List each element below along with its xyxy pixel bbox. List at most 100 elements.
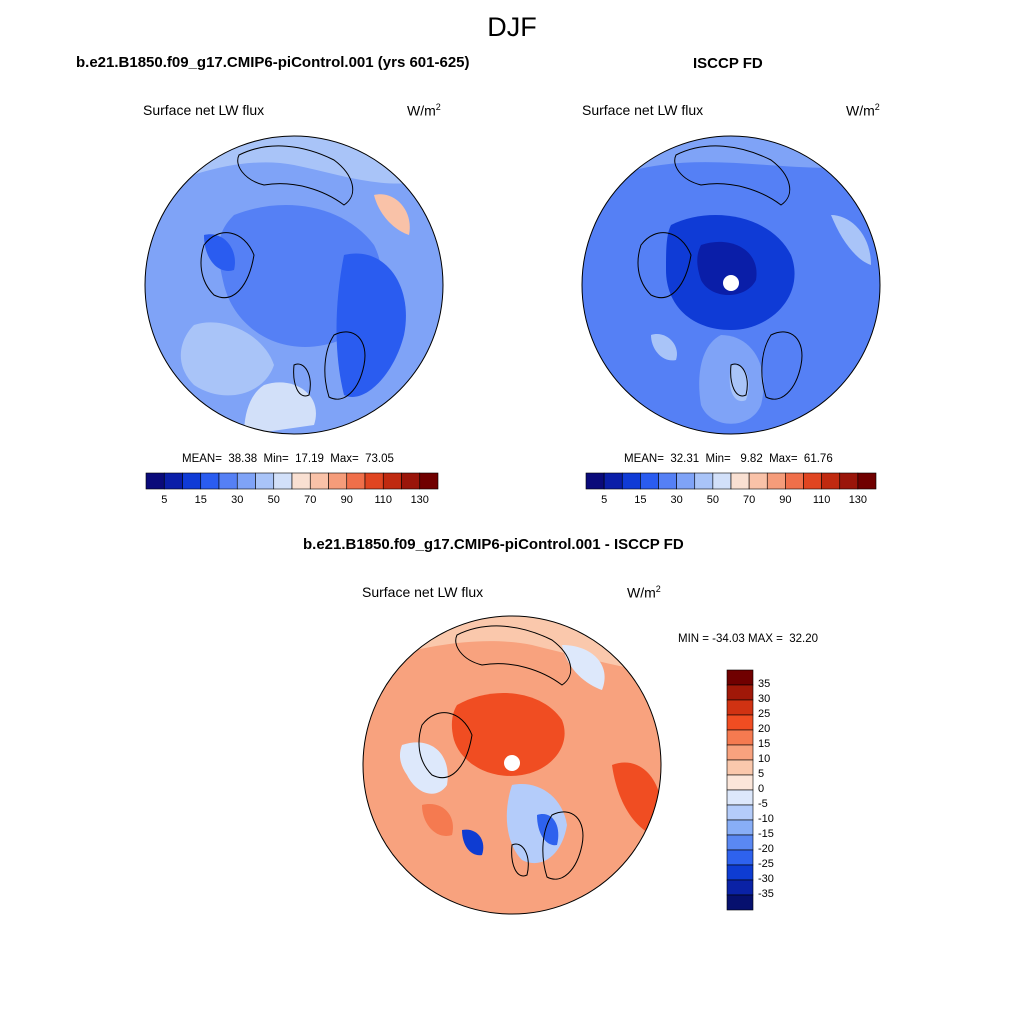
colorbar-tick-label: 90: [779, 494, 792, 506]
colorbar-tick-label: -5: [758, 798, 768, 810]
colorbar-tick-label: -30: [758, 873, 774, 885]
obs-field-region: [697, 241, 757, 295]
colorbar-swatch: [712, 472, 732, 490]
obs-colorbar: [585, 472, 877, 490]
colorbar-swatch: [163, 472, 183, 490]
colorbar-tick-label: 130: [410, 494, 429, 506]
diff-panel-title: b.e21.B1850.f09_g17.CMIP6-piControl.001 …: [303, 536, 684, 553]
figure-title: DJF: [487, 12, 537, 42]
colorbar-swatch: [726, 774, 754, 791]
colorbar-swatch: [857, 472, 877, 490]
diff-field-region: [422, 804, 453, 836]
colorbar-tick-label: 110: [374, 494, 393, 506]
obs-field-region: [729, 364, 749, 402]
colorbar-tick-label: 70: [743, 494, 756, 506]
colorbar-tick-label: -20: [758, 843, 774, 855]
colorbar-swatch: [218, 472, 238, 490]
diff-field-region: [537, 814, 559, 846]
colorbar-swatch: [621, 472, 641, 490]
colorbar-tick-label: 25: [758, 708, 771, 720]
colorbar-swatch: [726, 684, 754, 701]
model-units-label: W/m2: [407, 102, 441, 119]
model-variable-label: Surface net LW flux: [143, 102, 265, 118]
colorbar-tick-label: 5: [161, 494, 168, 506]
colorbar-swatch: [328, 472, 348, 490]
colorbar-swatch: [726, 789, 754, 806]
colorbar-swatch: [748, 472, 768, 490]
obs-pole-hole: [723, 275, 739, 291]
colorbar-tick-label: -15: [758, 828, 774, 840]
colorbar-swatch: [730, 472, 750, 490]
obs-polar-map: [581, 135, 881, 435]
colorbar-tick-label: 15: [634, 494, 647, 506]
diff-colorbar-labels: 35 30 25 20 15 10 5 0 -5 -10 -15 -20 -25 -30 -35: [758, 670, 798, 910]
obs-colorbar-labels: 5 15 30 50 70 90 110 130: [586, 494, 876, 508]
colorbar-tick-label: 110: [812, 494, 831, 506]
model-field-region: [180, 322, 274, 396]
colorbar-tick-label: 30: [670, 494, 683, 506]
colorbar-swatch: [236, 472, 256, 490]
colorbar-swatch: [200, 472, 220, 490]
colorbar-tick-label: 50: [706, 494, 719, 506]
obs-field-region: [831, 215, 871, 265]
colorbar-swatch: [145, 472, 165, 490]
colorbar-tick-label: 130: [848, 494, 868, 506]
colorbar-swatch: [640, 472, 659, 490]
diff-variable-label: Surface net LW flux: [362, 584, 484, 600]
model-panel-title: b.e21.B1850.f09_g17.CMIP6-piControl.001 …: [76, 54, 470, 71]
colorbar-tick-label: -25: [758, 858, 774, 870]
colorbar-tick-label: 15: [758, 738, 771, 750]
colorbar-swatch: [726, 669, 754, 686]
colorbar-swatch: [726, 819, 754, 836]
model-colorbar: [145, 472, 439, 490]
obs-field-region: [651, 334, 677, 361]
colorbar-swatch: [382, 472, 402, 490]
colorbar-swatch: [726, 759, 754, 776]
model-field-region: [244, 382, 316, 434]
model-map-boundary: [144, 135, 444, 435]
diff-field-region: [562, 645, 605, 690]
colorbar-swatch: [766, 472, 786, 490]
colorbar-swatch: [839, 472, 859, 490]
diff-units-label: W/m2: [627, 584, 661, 601]
colorbar-swatch: [726, 699, 754, 716]
colorbar-swatch: [726, 744, 754, 761]
colorbar-swatch: [726, 834, 754, 851]
colorbar-swatch: [726, 864, 754, 881]
colorbar-tick-label: -35: [758, 888, 774, 900]
colorbar-tick-label: -10: [758, 813, 774, 825]
colorbar-tick-label: 5: [601, 494, 608, 506]
obs-panel-title: ISCCP FD: [693, 55, 763, 72]
colorbar-tick-label: 20: [758, 723, 771, 735]
obs-variable-label: Surface net LW flux: [582, 102, 704, 118]
obs-stats: MEAN= 32.31 Min= 9.82 Max= 61.76: [624, 453, 833, 465]
colorbar-swatch: [785, 472, 804, 490]
model-polar-map: [144, 135, 444, 435]
obs-coastlines: [637, 145, 803, 400]
obs-map-boundary: [581, 135, 881, 435]
model-field-region: [204, 234, 235, 271]
model-coastlines: [200, 145, 366, 400]
colorbar-tick-label: 10: [758, 753, 771, 765]
diff-stats: MIN = -34.03 MAX = 32.20: [678, 633, 818, 645]
colorbar-swatch: [419, 472, 439, 490]
colorbar-tick-label: 30: [231, 494, 244, 506]
colorbar-swatch: [585, 472, 605, 490]
colorbar-tick-label: 35: [758, 678, 771, 690]
colorbar-tick-label: 90: [340, 494, 353, 506]
diff-polar-map: [362, 615, 662, 915]
diff-colorbar: [726, 669, 754, 911]
model-stats: MEAN= 38.38 Min= 17.19 Max= 73.05: [182, 453, 394, 465]
colorbar-swatch: [803, 472, 822, 490]
colorbar-swatch: [726, 879, 754, 896]
colorbar-swatch: [821, 472, 841, 490]
model-field-region: [336, 253, 406, 397]
colorbar-swatch: [726, 714, 754, 731]
colorbar-swatch: [309, 472, 329, 490]
colorbar-tick-label: 0: [758, 783, 765, 795]
colorbar-swatch: [658, 472, 677, 490]
colorbar-swatch: [182, 472, 202, 490]
diff-field-region: [462, 829, 484, 856]
diff-field-region: [399, 742, 448, 794]
obs-units-label: W/m2: [846, 102, 880, 119]
